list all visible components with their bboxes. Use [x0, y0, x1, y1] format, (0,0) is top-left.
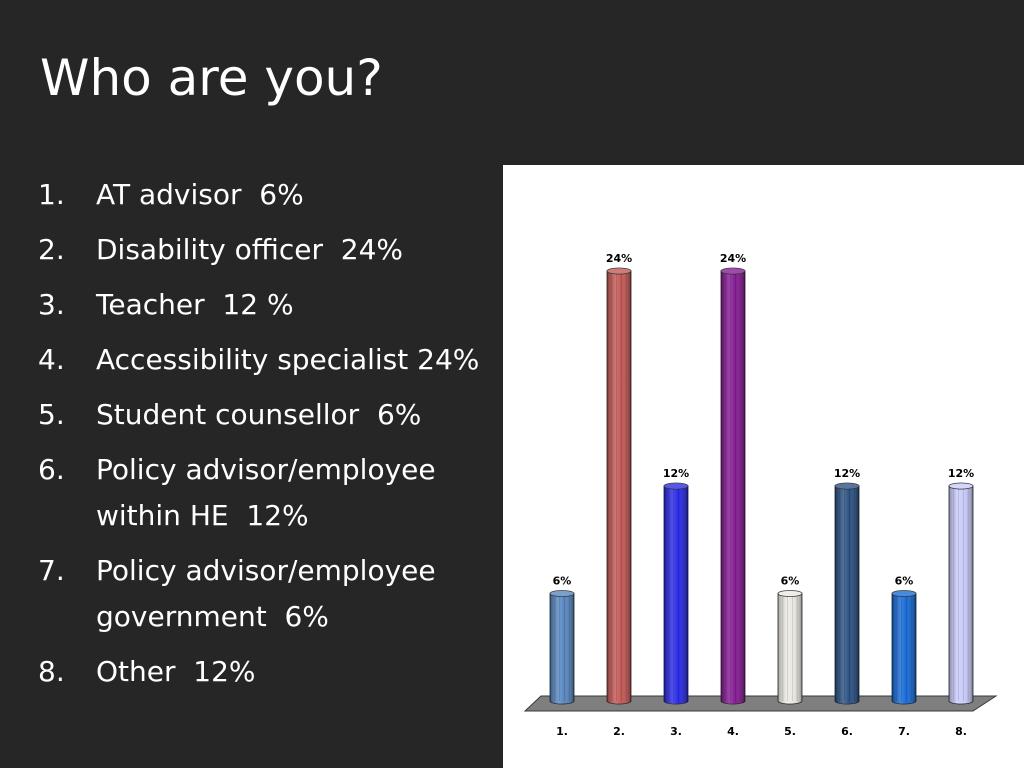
- list-item-number: 6.: [38, 453, 65, 486]
- list-item-1: 1. AT advisor 6%: [38, 172, 488, 218]
- role-list: 1. AT advisor 6% 2. Disability officer 2…: [38, 172, 488, 704]
- list-item-3: 3. Teacher 12 %: [38, 282, 488, 328]
- list-item-4: 4. Accessibility specialist 24%: [38, 337, 488, 383]
- list-item-number: 5.: [38, 398, 65, 431]
- list-item-2: 2. Disability officer 24%: [38, 227, 488, 273]
- bar-7: [891, 590, 917, 705]
- category-label-5: 5.: [784, 725, 796, 738]
- bar-chart: 6% 24% 12% 24% 6% 12% 6% 12% 1. 2. 3. 4. 5. 6. 7. 8.: [523, 252, 998, 738]
- data-label-2: 24%: [606, 252, 632, 265]
- bar-5: [777, 590, 803, 705]
- list-item-number: 4.: [38, 343, 65, 376]
- list-item-number: 1.: [38, 178, 65, 211]
- category-label-6: 6.: [841, 725, 853, 738]
- data-label-4: 24%: [720, 252, 746, 265]
- list-item-6: 6. Policy advisor/employee within HE 12%: [38, 447, 488, 539]
- category-label-8: 8.: [955, 725, 967, 738]
- bar-3: [663, 482, 689, 705]
- bar-2: [606, 267, 632, 705]
- data-label-6: 12%: [834, 467, 860, 480]
- list-item-text: Other 12%: [96, 655, 256, 688]
- bar-8: [948, 482, 974, 705]
- list-item-text: Disability officer 24%: [96, 233, 404, 266]
- category-label-3: 3.: [670, 725, 682, 738]
- data-label-8: 12%: [948, 467, 974, 480]
- list-item-number: 3.: [38, 288, 65, 321]
- list-item-text: Policy advisor/employee government 6%: [96, 554, 445, 633]
- list-item-5: 5. Student counsellor 6%: [38, 392, 488, 438]
- bar-6: [834, 482, 860, 705]
- bar-1: [549, 590, 575, 705]
- list-item-7: 7. Policy advisor/employee government 6%: [38, 548, 488, 640]
- list-item-number: 7.: [38, 554, 65, 587]
- data-labels-group: 6% 24% 12% 24% 6% 12% 6% 12%: [553, 252, 975, 588]
- slide-title: Who are you?: [40, 49, 383, 107]
- category-labels-group: 1. 2. 3. 4. 5. 6. 7. 8.: [556, 725, 967, 738]
- bars-group: [549, 267, 974, 705]
- category-label-1: 1.: [556, 725, 568, 738]
- list-item-8: 8. Other 12%: [38, 649, 488, 695]
- chart-panel: 6% 24% 12% 24% 6% 12% 6% 12% 1. 2. 3. 4. 5. 6. 7. 8.: [503, 165, 1024, 768]
- list-item-text: Accessibility specialist 24%: [96, 343, 480, 376]
- list-item-text: AT advisor 6%: [96, 178, 304, 211]
- list-item-text: Student counsellor 6%: [96, 398, 422, 431]
- category-label-7: 7.: [898, 725, 910, 738]
- data-label-7: 6%: [895, 575, 914, 588]
- list-item-number: 8.: [38, 655, 65, 688]
- category-label-4: 4.: [727, 725, 739, 738]
- data-label-5: 6%: [781, 575, 800, 588]
- list-item-number: 2.: [38, 233, 65, 266]
- bar-4: [720, 267, 746, 705]
- data-label-1: 6%: [553, 575, 572, 588]
- list-item-text: Teacher 12 %: [96, 288, 294, 321]
- data-label-3: 12%: [663, 467, 689, 480]
- category-label-2: 2.: [613, 725, 625, 738]
- chart-floor: [523, 695, 998, 712]
- list-item-text: Policy advisor/employee within HE 12%: [96, 453, 445, 532]
